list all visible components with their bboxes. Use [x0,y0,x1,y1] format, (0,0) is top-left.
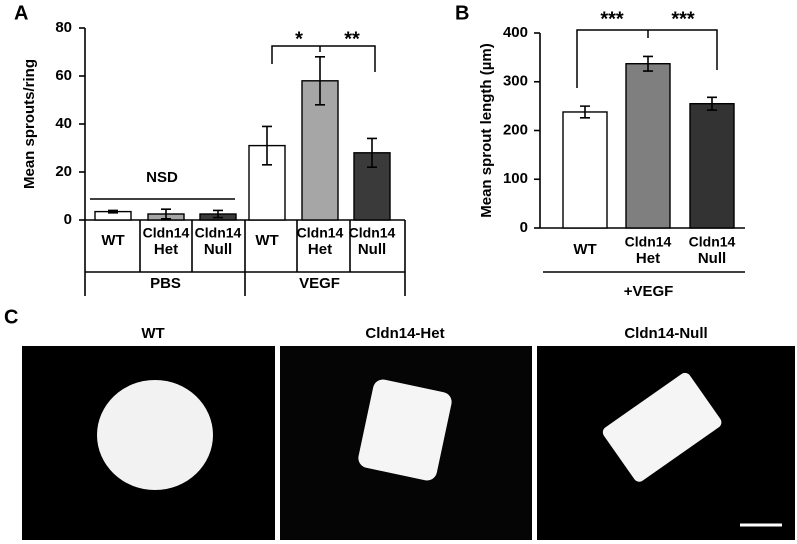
error-bar [367,137,377,168]
group-label: +VEGF [624,283,674,300]
error-bar [108,209,118,214]
x-tick-label: WT [101,232,124,249]
error-bar [213,209,223,219]
y-tick-label: 0 [520,219,528,236]
ring [97,380,213,490]
group-label: VEGF [299,275,340,292]
y-tick-label: 80 [55,19,72,36]
error-bar [707,96,717,111]
x-tick-label: Cldn14 [625,234,672,250]
bar [689,102,735,229]
ring [602,372,722,482]
error-bar [580,105,590,119]
error-bar [315,56,325,106]
x-tick-label: WT [573,241,596,258]
y-tick-label: 60 [55,67,72,84]
error-bar [161,208,171,220]
x-tick-label: Null [358,241,386,258]
x-tick-label: WT [255,232,278,249]
panel-label: B [455,2,469,24]
y-tick-label: 0 [64,211,72,228]
annotation: NSD [146,169,178,186]
image-title: Cldn14-Het [365,325,444,342]
x-tick-label: Het [636,250,660,267]
image-title: Cldn14-Null [624,325,707,342]
panel-label: A [14,2,28,24]
y-tick-label: 400 [503,24,528,41]
group-label: PBS [150,275,181,292]
bracket [576,29,718,88]
bar [625,63,671,229]
error-bar [262,125,272,166]
x-tick-label: Het [154,241,178,258]
y-tick-label: 40 [55,115,72,132]
annotation: *** [671,8,695,30]
annotation: * [295,28,303,50]
x-tick-label: Cldn14 [143,225,190,241]
ring [358,379,452,481]
y-tick-label: 200 [503,121,528,138]
y-tick-label: 300 [503,73,528,90]
x-tick-label: Null [204,241,232,258]
panel-label: C [4,306,18,328]
x-tick-label: Cldn14 [195,225,242,241]
annotation: *** [600,8,624,30]
x-tick-label: Cldn14 [689,234,736,250]
y-axis-label: Mean sprouts/ring [21,59,38,189]
x-tick-label: Cldn14 [297,225,344,241]
x-tick-label: Het [308,241,332,258]
image-title: WT [141,325,164,342]
bracket [271,45,376,72]
y-axis-label: Mean sprout length (µm) [478,43,495,217]
x-tick-label: Cldn14 [349,225,396,241]
bar [562,111,608,229]
error-bar [643,55,653,72]
annotation: ** [344,28,360,50]
x-tick-label: Null [698,250,726,267]
y-tick-label: 20 [55,163,72,180]
y-tick-label: 100 [503,170,528,187]
